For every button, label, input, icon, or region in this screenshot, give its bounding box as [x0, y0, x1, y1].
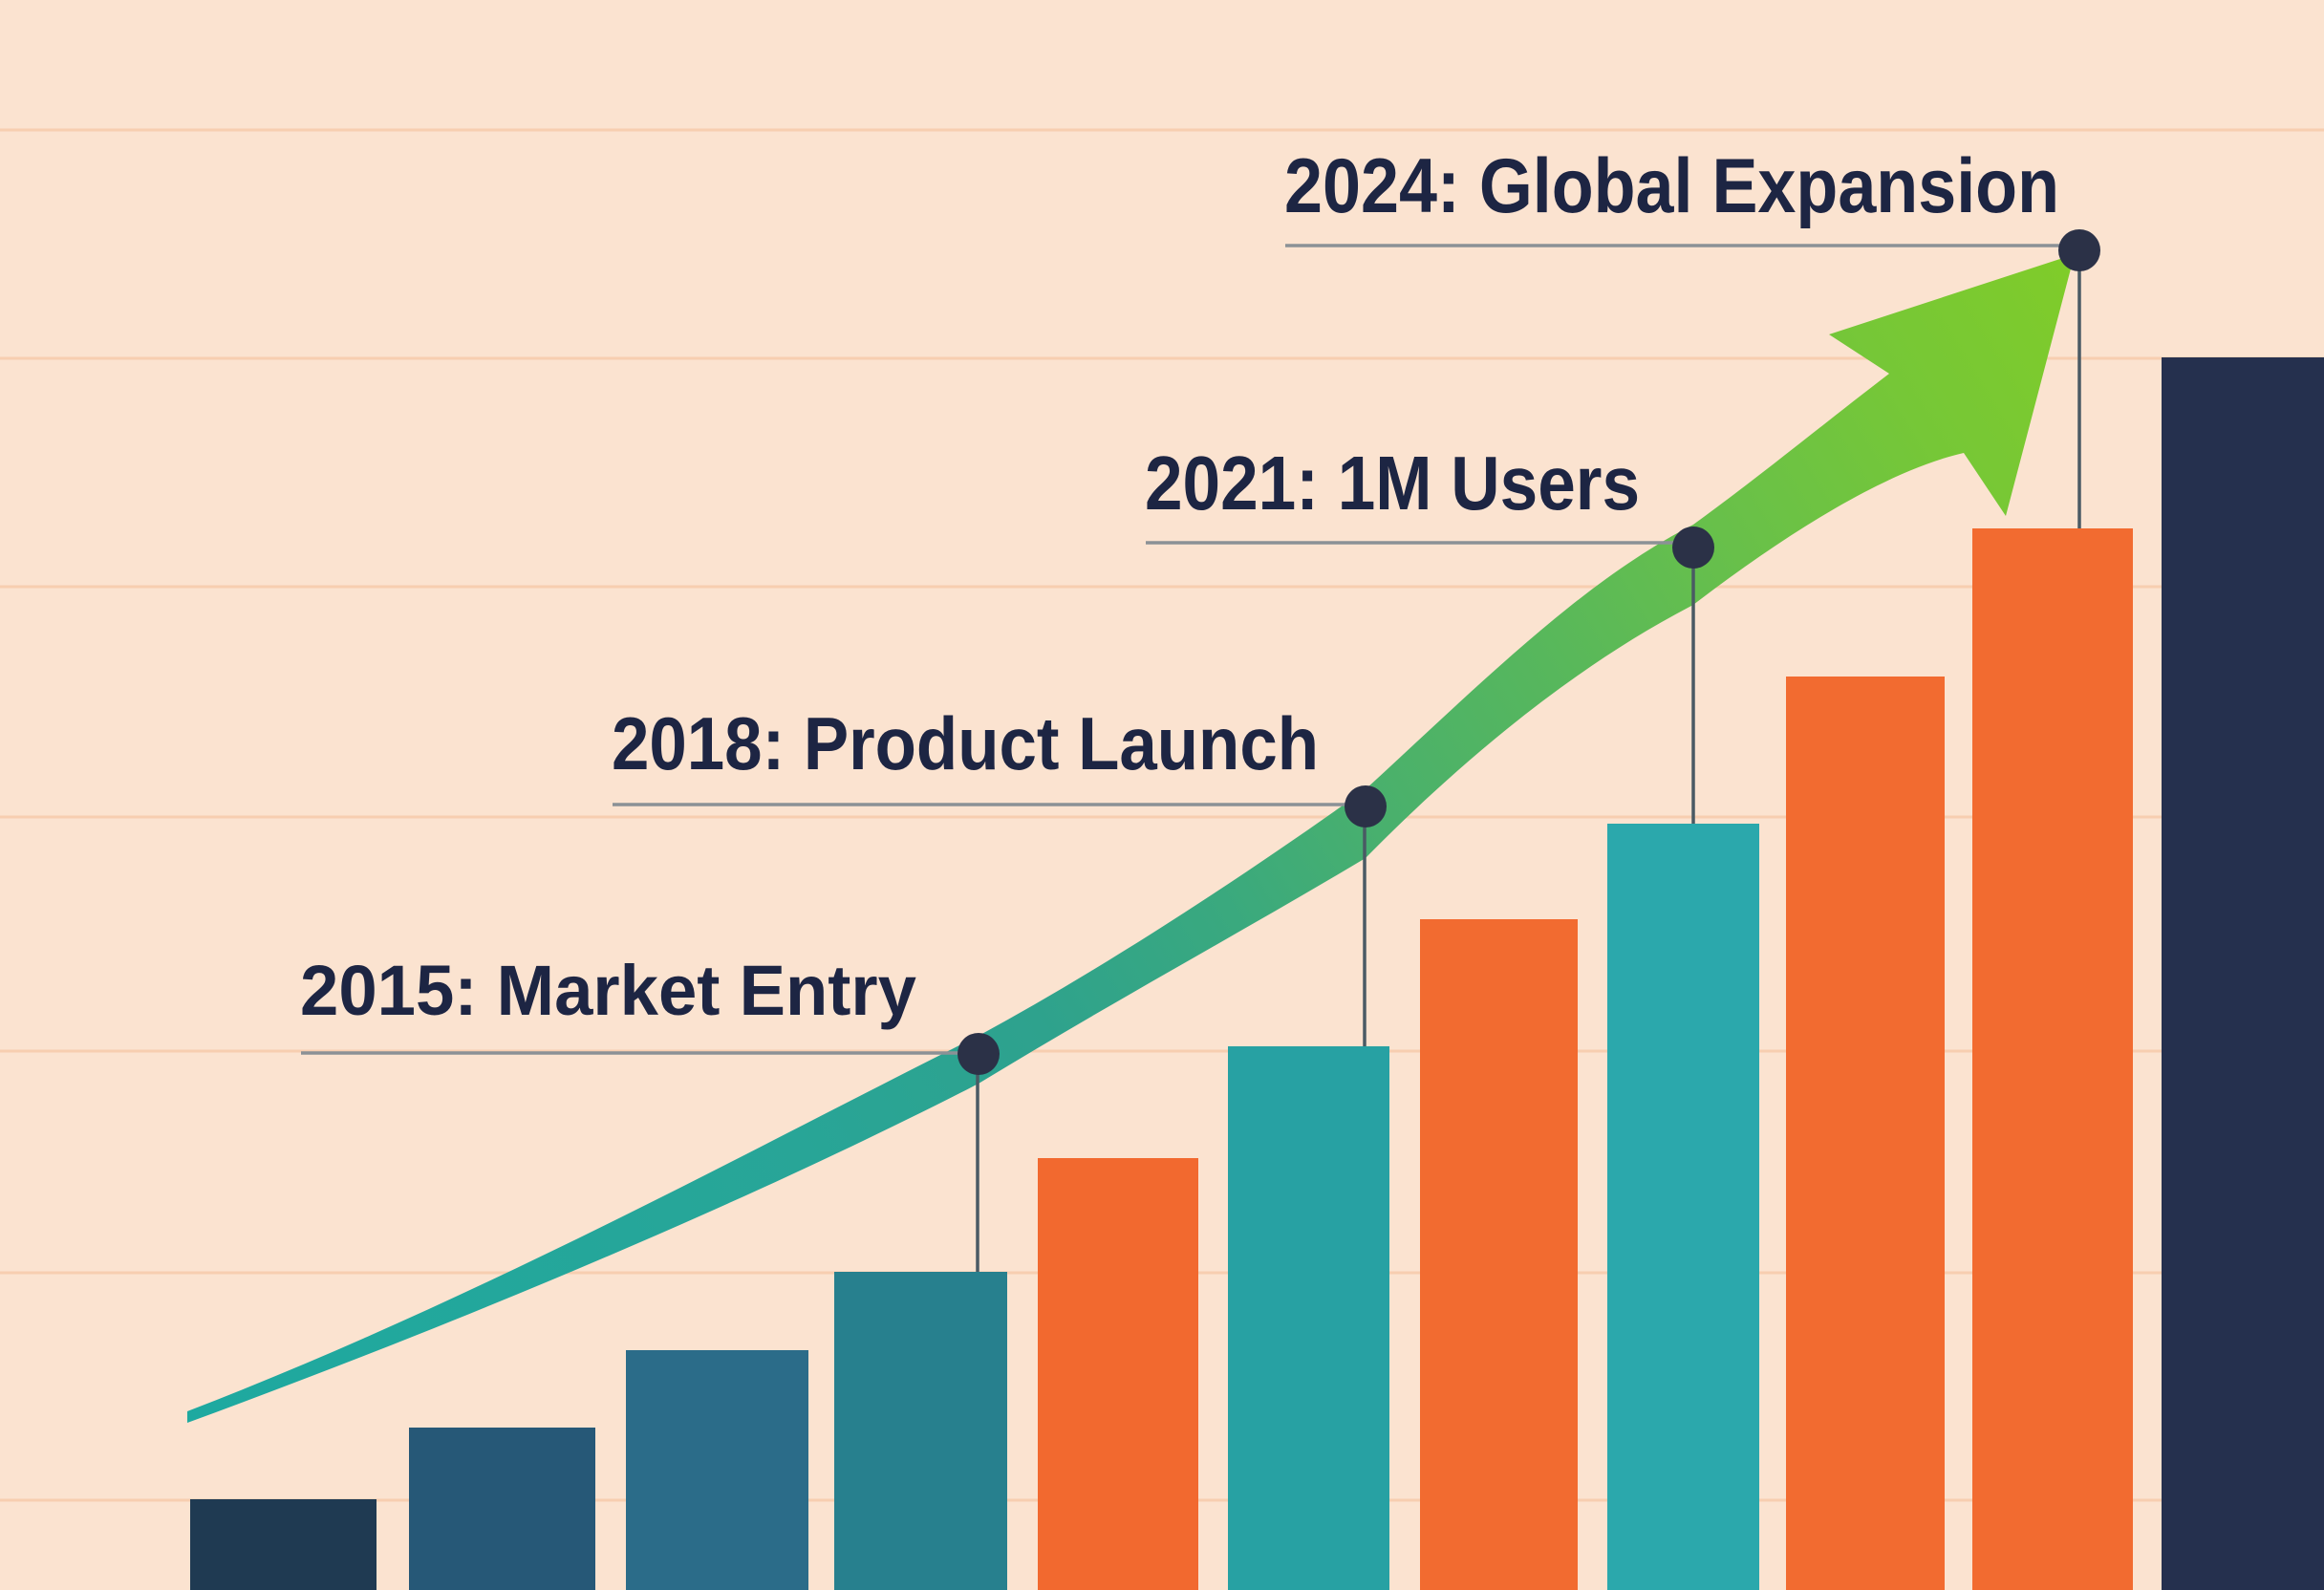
svg-text:2015: Market Entry: 2015: Market Entry — [300, 951, 916, 1030]
svg-text:2018: Product Launch: 2018: Product Launch — [612, 701, 1319, 785]
svg-text:2024: Global Expansion: 2024: Global Expansion — [1284, 143, 2059, 229]
svg-text:2021: 1M Users: 2021: 1M Users — [1145, 440, 1640, 526]
